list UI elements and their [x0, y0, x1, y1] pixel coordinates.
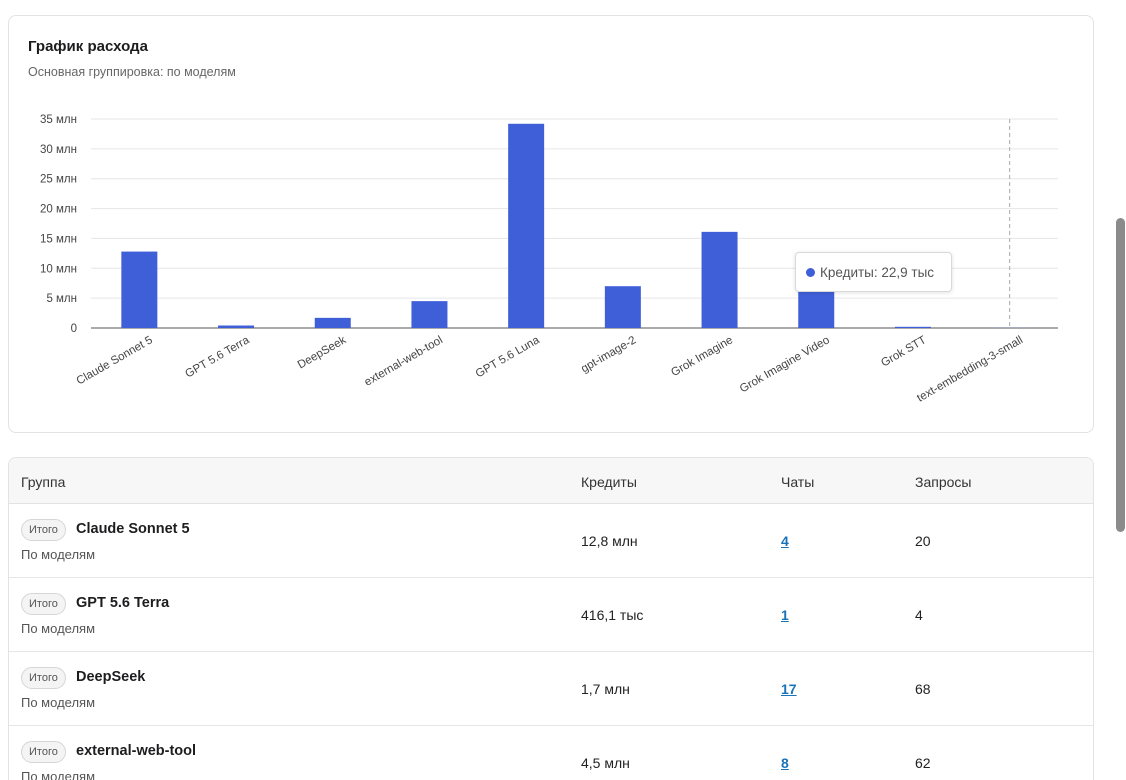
row-credits: 12,8 млн	[581, 533, 638, 549]
scrollbar-thumb[interactable]	[1116, 218, 1125, 532]
total-badge: Итого	[21, 593, 66, 615]
row-requests: 68	[915, 681, 931, 697]
header-credits[interactable]: Кредиты	[581, 474, 637, 490]
x-tick-label: external-web-tool	[363, 334, 445, 389]
chart-bar	[894, 326, 931, 328]
row-model-name: DeepSeek	[76, 669, 146, 685]
chart-bar	[218, 325, 255, 328]
tooltip-text: Кредиты: 22,9 тыс	[820, 264, 935, 280]
total-badge: Итого	[21, 741, 66, 763]
y-tick-label: 5 млн	[46, 293, 77, 305]
table-row: Итого external-web-tool По моделям 4,5 м…	[9, 726, 1093, 780]
spending-chart-card: График расхода Основная группировка: по …	[8, 15, 1094, 433]
chart-bar	[701, 231, 738, 328]
x-tick-label: Grok STT	[879, 334, 928, 369]
y-tick-label: 10 млн	[40, 263, 77, 275]
row-credits: 1,7 млн	[581, 681, 630, 697]
header-requests[interactable]: Запросы	[915, 474, 972, 490]
x-tick-label: text-embedding-3-small	[915, 334, 1025, 404]
row-requests: 4	[915, 607, 923, 623]
y-tick-label: 30 млн	[40, 144, 77, 156]
y-tick-label: 35 млн	[40, 114, 77, 126]
header-group[interactable]: Группа	[21, 474, 66, 490]
row-credits: 416,1 тыс	[581, 607, 644, 623]
chart-title: График расхода	[28, 38, 148, 55]
x-tick-label: Grok Imagine	[669, 334, 735, 379]
x-tick-label: GPT 5.6 Luna	[474, 334, 542, 380]
chart-subtitle: Основная группировка: по моделям	[28, 65, 236, 79]
x-tick-label: gpt-image-2	[579, 334, 638, 375]
spending-bar-chart: 0 5 млн 10 млн 15 млн 20 млн 25 млн 30 млн 35 м…	[40, 114, 1058, 405]
y-tick-label: 20 млн	[40, 204, 77, 216]
x-tick-label: DeepSeek	[296, 334, 349, 371]
chart-bar	[121, 251, 158, 328]
chart-tooltip: Кредиты: 22,9 тыс	[795, 252, 952, 292]
row-chats-link[interactable]: 4	[781, 533, 789, 549]
row-model-name: external-web-tool	[76, 743, 197, 759]
row-requests: 20	[915, 533, 931, 549]
row-chats-link[interactable]: 8	[781, 755, 789, 771]
header-chats[interactable]: Чаты	[781, 474, 815, 490]
table-row: Итого DeepSeek По моделям 1,7 млн 17 68	[9, 652, 1093, 726]
chart-bar	[314, 317, 351, 328]
row-model-name: Claude Sonnet 5	[76, 521, 190, 537]
total-badge: Итого	[21, 667, 66, 689]
table-row: Итого Claude Sonnet 5 По моделям 12,8 мл…	[9, 504, 1093, 578]
total-badge: Итого	[21, 519, 66, 541]
y-tick-label: 0	[71, 323, 77, 335]
x-tick-label: Claude Sonnet 5	[75, 334, 155, 387]
row-grouping: По моделям	[21, 769, 96, 780]
row-chats-link[interactable]: 17	[781, 681, 797, 697]
row-credits: 4,5 млн	[581, 755, 630, 771]
row-grouping: По моделям	[21, 695, 96, 710]
table-row: Итого GPT 5.6 Terra По моделям 416,1 тыс…	[9, 578, 1093, 652]
row-chats-link[interactable]: 1	[781, 607, 789, 623]
chart-bar	[508, 123, 545, 328]
row-model-name: GPT 5.6 Terra	[76, 595, 170, 611]
spending-table: Группа Кредиты Чаты Запросы Итого Claude…	[8, 457, 1094, 780]
chart-bar	[411, 301, 448, 328]
x-tick-label: GPT 5.6 Terra	[183, 334, 252, 381]
y-tick-label: 25 млн	[40, 174, 77, 186]
row-grouping: По моделям	[21, 547, 96, 562]
x-tick-label: Grok Imagine Video	[738, 334, 832, 395]
y-tick-label: 15 млн	[40, 233, 77, 245]
tooltip-series-dot	[806, 267, 815, 277]
row-requests: 62	[915, 755, 931, 771]
chart-bar	[604, 286, 641, 328]
table-header: Группа Кредиты Чаты Запросы	[9, 458, 1093, 504]
row-grouping: По моделям	[21, 621, 96, 636]
